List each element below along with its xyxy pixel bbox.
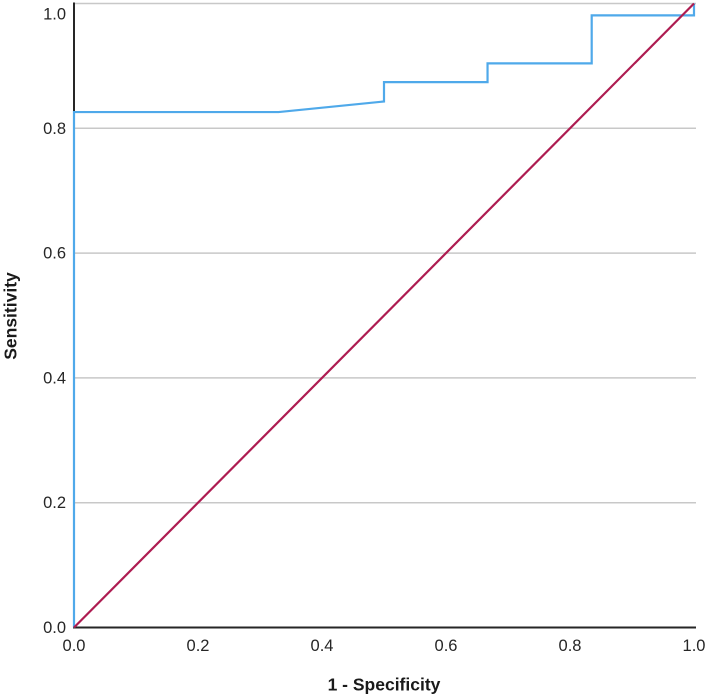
- x-tick-label: 0.2: [187, 637, 210, 655]
- x-tick-label: 1.0: [683, 637, 706, 655]
- y-tick-label: 0.0: [43, 619, 66, 637]
- y-tick-label: 0.8: [43, 120, 66, 138]
- x-axis-title: 1 - Specificity: [327, 674, 441, 695]
- roc-curve-line: [72, 3, 696, 628]
- y-tick-label: 0.2: [43, 494, 66, 512]
- reference-line: [73, 2, 695, 629]
- x-tick-label: 0.0: [63, 637, 86, 655]
- x-tick-label: 0.6: [435, 637, 458, 655]
- y-tick-label: 0.4: [43, 369, 66, 387]
- x-tick-label: 0.8: [559, 637, 582, 655]
- x-tick-label: 0.4: [311, 637, 334, 655]
- y-axis-title: Sensitivity: [0, 272, 21, 360]
- y-tick-label: 1.0: [43, 6, 66, 24]
- y-tick-label: 0.6: [43, 245, 66, 263]
